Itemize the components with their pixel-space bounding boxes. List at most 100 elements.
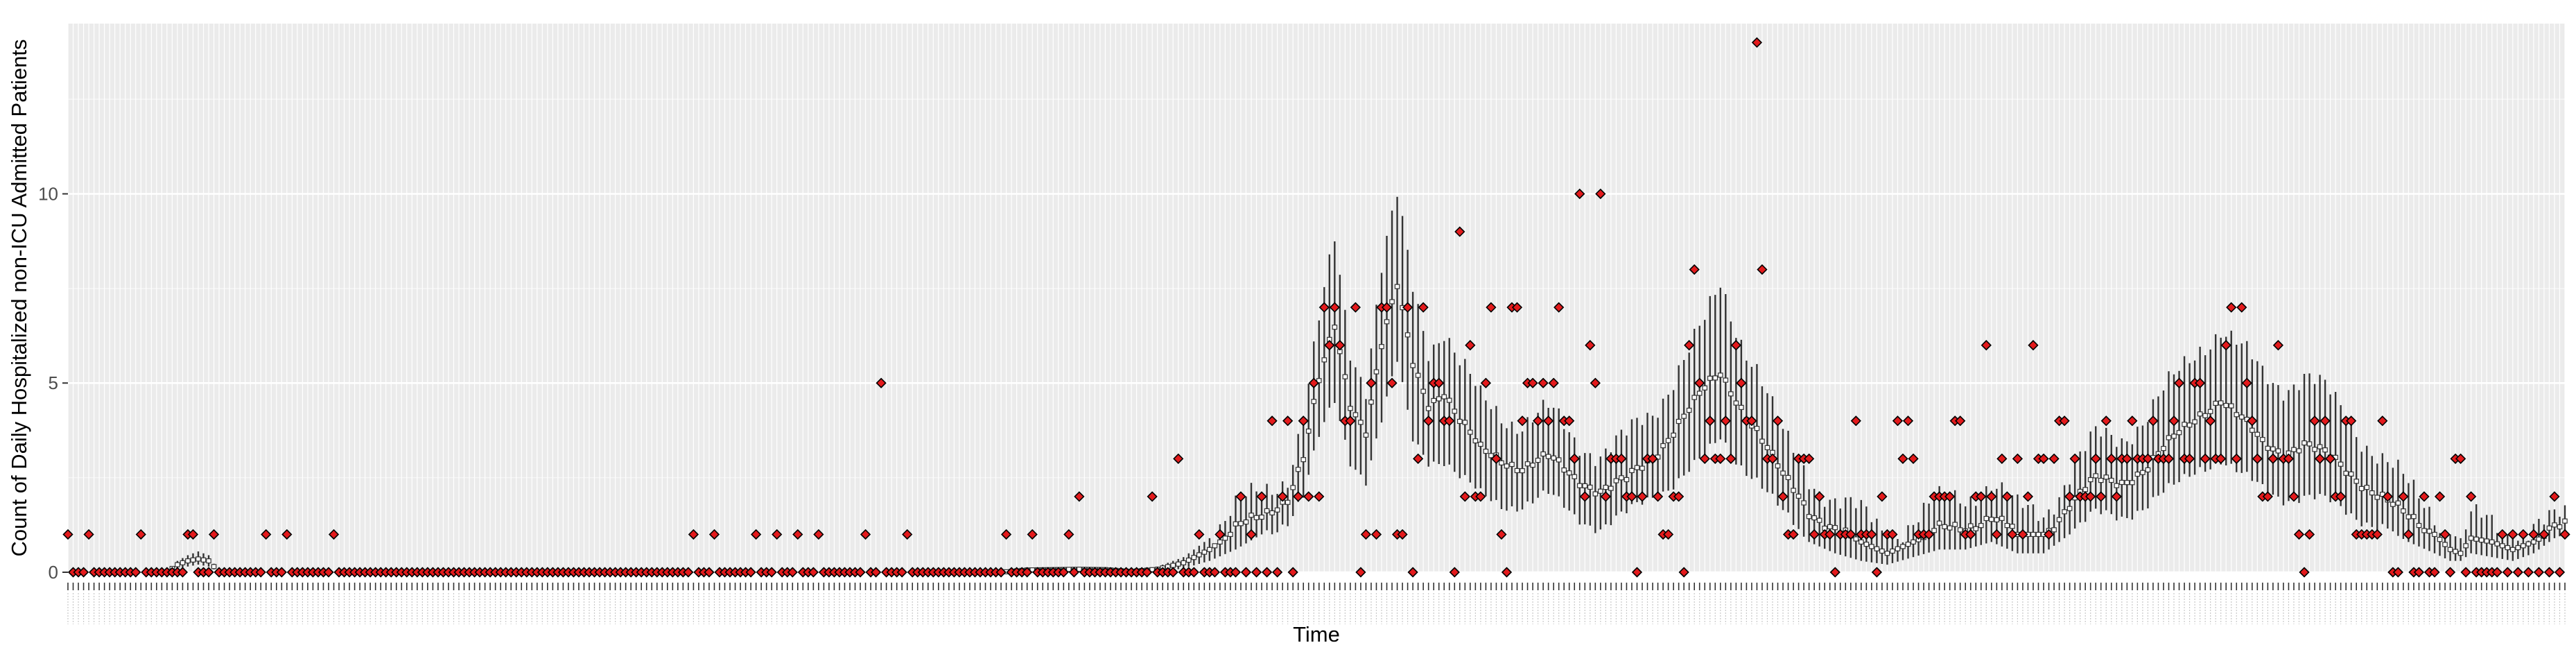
median-marker: [1639, 465, 1645, 471]
median-marker: [2421, 528, 2427, 533]
observed-point: [1877, 491, 1888, 502]
observed-point: [2142, 453, 2154, 464]
median-marker: [1404, 332, 1411, 338]
median-marker: [1342, 374, 1348, 379]
median-marker: [1728, 391, 1734, 397]
median-marker: [1952, 522, 1958, 527]
median-marker: [2098, 477, 2104, 483]
observed-point: [1444, 415, 1455, 427]
median-marker: [2130, 480, 2135, 486]
median-marker: [1540, 451, 1546, 457]
observed-point: [2272, 340, 2284, 351]
observed-point: [1277, 491, 1288, 502]
observed-point: [1167, 567, 1178, 578]
observed-point: [2111, 491, 2122, 502]
observed-point: [328, 529, 340, 540]
median-marker: [1295, 467, 1301, 472]
median-marker: [2202, 413, 2208, 418]
median-marker: [2390, 501, 2396, 507]
observed-point: [1350, 302, 1361, 313]
observed-point: [766, 567, 777, 578]
observed-point: [745, 567, 756, 578]
observed-point: [2320, 415, 2331, 427]
median-marker: [2030, 531, 2036, 538]
median-marker: [1754, 426, 1760, 431]
observed-point: [1271, 567, 1283, 578]
median-marker: [1264, 508, 1270, 514]
observed-point: [1319, 302, 1330, 313]
median-marker: [1603, 484, 1609, 490]
observed-point: [1965, 529, 1976, 540]
observed-point: [2429, 567, 2440, 578]
median-marker: [1311, 399, 1317, 404]
observed-point: [135, 529, 146, 540]
median-marker: [2166, 435, 2172, 440]
median-marker: [1989, 517, 1994, 522]
median-marker: [1832, 525, 1838, 531]
median-marker: [2306, 441, 2313, 447]
median-marker: [2145, 467, 2151, 473]
median-marker: [2473, 536, 2479, 542]
median-marker: [2035, 531, 2042, 538]
median-marker: [1436, 396, 1442, 402]
observed-point: [1459, 491, 1470, 502]
observed-point: [1767, 453, 1778, 464]
observed-point: [1418, 302, 1429, 313]
median-marker: [1431, 397, 1436, 404]
median-marker: [1827, 524, 1833, 529]
observed-point: [1329, 302, 1340, 313]
median-marker: [2521, 543, 2526, 549]
median-marker: [2416, 522, 2422, 529]
median-marker: [2322, 447, 2328, 453]
observed-point: [1303, 491, 1314, 502]
observed-point: [2554, 567, 2566, 578]
y-axis-title: Count of Daily Hospitalized non-ICU Admi…: [7, 39, 31, 556]
observed-point: [2100, 415, 2112, 427]
median-marker: [1222, 535, 1228, 541]
median-marker: [2525, 541, 2532, 547]
observed-point: [1261, 567, 1273, 578]
median-marker: [1764, 445, 1770, 450]
median-marker: [1780, 470, 1786, 476]
observed-point: [1689, 264, 1700, 275]
median-marker: [1795, 493, 1802, 499]
median-marker: [2552, 522, 2557, 528]
observed-point: [1480, 377, 1492, 388]
observed-point: [62, 529, 73, 540]
observed-point: [2460, 567, 2471, 578]
median-marker: [2093, 473, 2099, 479]
observed-point: [2398, 491, 2409, 502]
observed-point: [1240, 567, 1252, 578]
median-marker: [1733, 400, 1739, 406]
observed-point: [1246, 529, 1257, 540]
median-marker: [1717, 372, 1723, 378]
observed-point: [1554, 302, 1565, 313]
median-marker: [1363, 432, 1369, 438]
median-marker: [1514, 467, 1520, 474]
observed-point: [2413, 567, 2425, 578]
median-marker: [2223, 402, 2229, 409]
observed-point: [1397, 529, 1408, 540]
observed-point: [2293, 529, 2305, 540]
observed-point: [2304, 529, 2315, 540]
median-marker: [1191, 555, 1197, 560]
observed-point: [876, 377, 887, 388]
observed-point: [1662, 529, 1674, 540]
observed-point: [2043, 529, 2055, 540]
observed-point: [2106, 453, 2117, 464]
median-marker: [1863, 542, 1870, 547]
observed-point: [2247, 415, 2258, 427]
median-marker: [1551, 455, 1556, 461]
observed-point: [1585, 340, 1596, 351]
median-marker: [2312, 447, 2317, 452]
median-marker: [2186, 422, 2193, 428]
median-marker: [2197, 411, 2203, 417]
median-marker: [2531, 539, 2536, 544]
median-marker: [2457, 551, 2464, 556]
median-marker: [1248, 513, 1254, 518]
median-marker: [1853, 536, 1859, 542]
median-marker: [1452, 409, 1458, 414]
median-marker: [2119, 479, 2125, 486]
median-marker: [2338, 461, 2344, 467]
observed-point: [1314, 491, 1325, 502]
